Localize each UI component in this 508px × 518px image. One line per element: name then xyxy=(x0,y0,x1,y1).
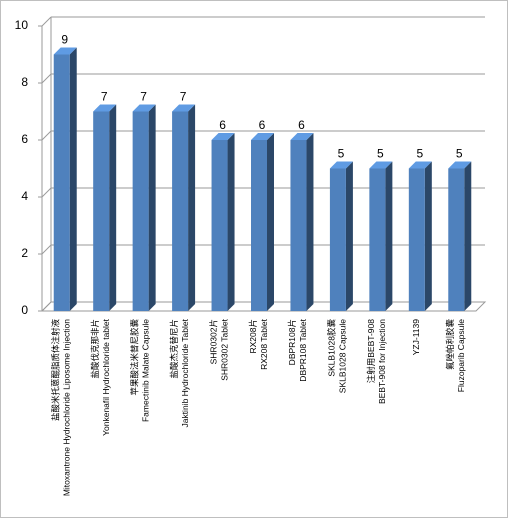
bar-side xyxy=(148,104,156,311)
bar-top xyxy=(211,133,235,140)
value-label: 5 xyxy=(377,147,384,161)
y-tick-label: 2 xyxy=(21,246,28,260)
value-label: 5 xyxy=(416,147,423,161)
x-tick-label: 苹果酸法米替尼胶囊 xyxy=(129,319,139,396)
bar xyxy=(132,111,149,311)
x-tick-label: 氟唑帕利胶囊 xyxy=(445,319,455,371)
bar-top xyxy=(93,104,117,112)
grid-line xyxy=(41,16,52,27)
x-tick-label: DBPR108片 xyxy=(287,319,297,365)
y-tick-label: 4 xyxy=(21,189,28,203)
value-label: 6 xyxy=(219,118,226,132)
value-label: 9 xyxy=(61,33,68,47)
grid-line xyxy=(41,130,52,141)
bar xyxy=(53,54,70,311)
bar-side xyxy=(69,47,77,311)
value-label: 6 xyxy=(259,118,266,132)
value-label: 6 xyxy=(298,118,305,132)
bar-side xyxy=(109,104,117,311)
x-tick-label: SKLB1028胶囊 xyxy=(327,319,337,377)
value-label: 7 xyxy=(180,90,187,104)
value-label: 5 xyxy=(456,147,463,161)
bar-side xyxy=(464,161,472,311)
value-label: 5 xyxy=(338,147,345,161)
bar-top xyxy=(290,133,314,140)
bar-top xyxy=(132,104,156,112)
bar xyxy=(251,140,267,311)
bar xyxy=(408,168,425,311)
y-tick-label: 6 xyxy=(21,132,28,146)
bar-top xyxy=(448,161,472,169)
x-tick-label: 盐酸米托蒽醌脂质体注射液 xyxy=(50,319,60,422)
x-tick-label: SHR0302 Tablet xyxy=(219,318,229,380)
x-tick-label: 盐酸伐克那非片 xyxy=(90,319,100,379)
bar-top xyxy=(408,161,432,169)
y-tick-label: 10 xyxy=(15,18,29,32)
bar-side xyxy=(227,133,235,311)
x-tick-label: RX208片 xyxy=(248,319,258,354)
bar-top xyxy=(53,47,77,55)
x-tick-label: SHR0302片 xyxy=(208,319,218,364)
x-tick-label: DBPR108 Tablet xyxy=(298,318,308,381)
x-tick-label: 盐酸杰克替尼片 xyxy=(169,319,179,379)
bar-top xyxy=(251,133,274,140)
bar-side xyxy=(188,104,196,311)
x-tick-label: YZJ-1139 xyxy=(411,319,421,355)
bar-side xyxy=(385,161,393,311)
bar xyxy=(329,168,346,311)
x-tick-label: Yonkenafil Hydrochloride tablet xyxy=(101,318,111,436)
value-label: 7 xyxy=(101,90,108,104)
bar-top xyxy=(172,104,196,112)
bar-side xyxy=(267,133,274,311)
bar xyxy=(93,111,110,311)
x-tick-label: Fluzoparib Capsule xyxy=(456,319,466,393)
y-tick-label: 0 xyxy=(21,303,28,317)
x-tick-label: RX208 Tablet xyxy=(259,318,269,370)
x-tick-label: BEBT-908 for Injection xyxy=(377,319,387,404)
bar-side xyxy=(306,133,314,311)
x-tick-label: SKLB1028 Capsule xyxy=(338,319,348,393)
bar-top xyxy=(369,161,393,169)
value-label: 7 xyxy=(140,90,147,104)
bar xyxy=(290,140,307,311)
y-tick-label: 8 xyxy=(21,75,28,89)
bar-side xyxy=(424,161,432,311)
bar-side xyxy=(345,161,353,311)
grid-line xyxy=(41,244,52,255)
grid-line xyxy=(41,187,52,198)
bar xyxy=(211,140,228,311)
x-tick-label: Jaktinib Hydrochloride Tablet xyxy=(180,318,190,427)
x-tick-label: 注射用BEBT-908 xyxy=(366,319,376,384)
bar xyxy=(448,168,465,311)
x-tick-label: Mitoxantrone Hydrochloride Liposome Inje… xyxy=(61,319,71,496)
bar xyxy=(369,168,386,311)
grid-line xyxy=(41,73,52,84)
bar-top xyxy=(329,161,353,169)
grid-line xyxy=(41,301,52,312)
x-tick-label: Famectinib Malate Capsule xyxy=(140,319,150,422)
bar xyxy=(172,111,189,311)
